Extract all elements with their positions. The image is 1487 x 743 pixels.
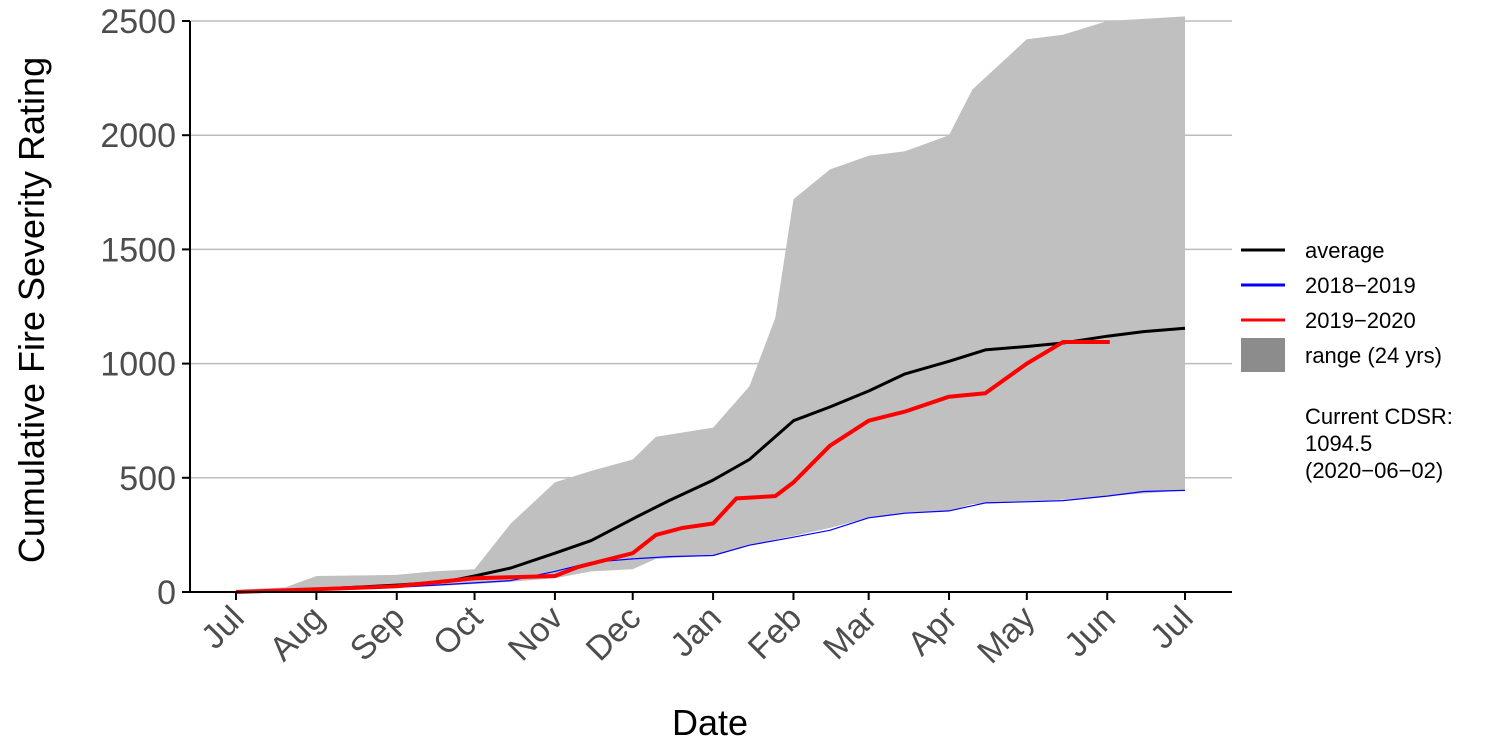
x-tick-label-9: Apr [900, 599, 964, 663]
note-label: Current CDSR: [1305, 404, 1453, 429]
legend-label-2: 2019−2020 [1305, 308, 1416, 333]
y-axis-title: Cumulative Fire Severity Rating [11, 57, 52, 563]
y-tick-label-2: 1000 [100, 346, 176, 384]
x-tick-label-4: Nov [501, 599, 571, 669]
note-date: (2020−06−02) [1305, 458, 1443, 483]
series-line-2 [235, 340, 1110, 594]
x-axis-title: Date [672, 702, 748, 743]
x-tick-label-7: Feb [741, 599, 809, 667]
x-tick-label-2: Sep [343, 599, 413, 669]
x-tick-label-0: Jul [194, 599, 252, 657]
legend-label-0: average [1305, 238, 1385, 263]
y-tick-label-4: 2000 [100, 117, 176, 155]
x-tick-label-1: Aug [262, 599, 332, 669]
y-tick-label-5: 2500 [100, 3, 176, 41]
x-tick-label-5: Dec [579, 599, 649, 669]
x-tick-label-3: Oct [426, 598, 491, 663]
x-tick-label-10: May [970, 599, 1042, 671]
series-line-1 [235, 489, 1186, 593]
legend-label-3: range (24 yrs) [1305, 343, 1442, 368]
note-value: 1094.5 [1305, 431, 1372, 456]
legend-label-1: 2018−2019 [1305, 273, 1416, 298]
legend: average 2018−2019 2019−2020 range (24 yrs) [1241, 238, 1442, 372]
current-cdsr-note: Current CDSR: 1094.5 (2020−06−02) [1305, 404, 1453, 483]
axes [182, 20, 1232, 600]
series-lines [235, 326, 1186, 594]
x-tick-labels: Jul Aug Sep Oct Nov Dec Jan Feb Mar Apr May Jun Jul [194, 598, 1201, 671]
x-tick-label-12: Jul [1143, 599, 1201, 657]
y-tick-label-3: 1500 [100, 231, 176, 269]
y-tick-label-0: 0 [157, 574, 176, 612]
x-tick-label-11: Jun [1057, 599, 1123, 665]
y-tick-labels: 0 500 1000 1500 2000 2500 [100, 3, 176, 612]
x-tick-label-8: Mar [816, 599, 884, 667]
legend-swatch-3 [1241, 338, 1285, 372]
y-tick-label-1: 500 [119, 460, 176, 498]
range-area-layer [236, 16, 1185, 592]
x-tick-label-6: Jan [663, 599, 729, 665]
range-area [236, 16, 1185, 592]
